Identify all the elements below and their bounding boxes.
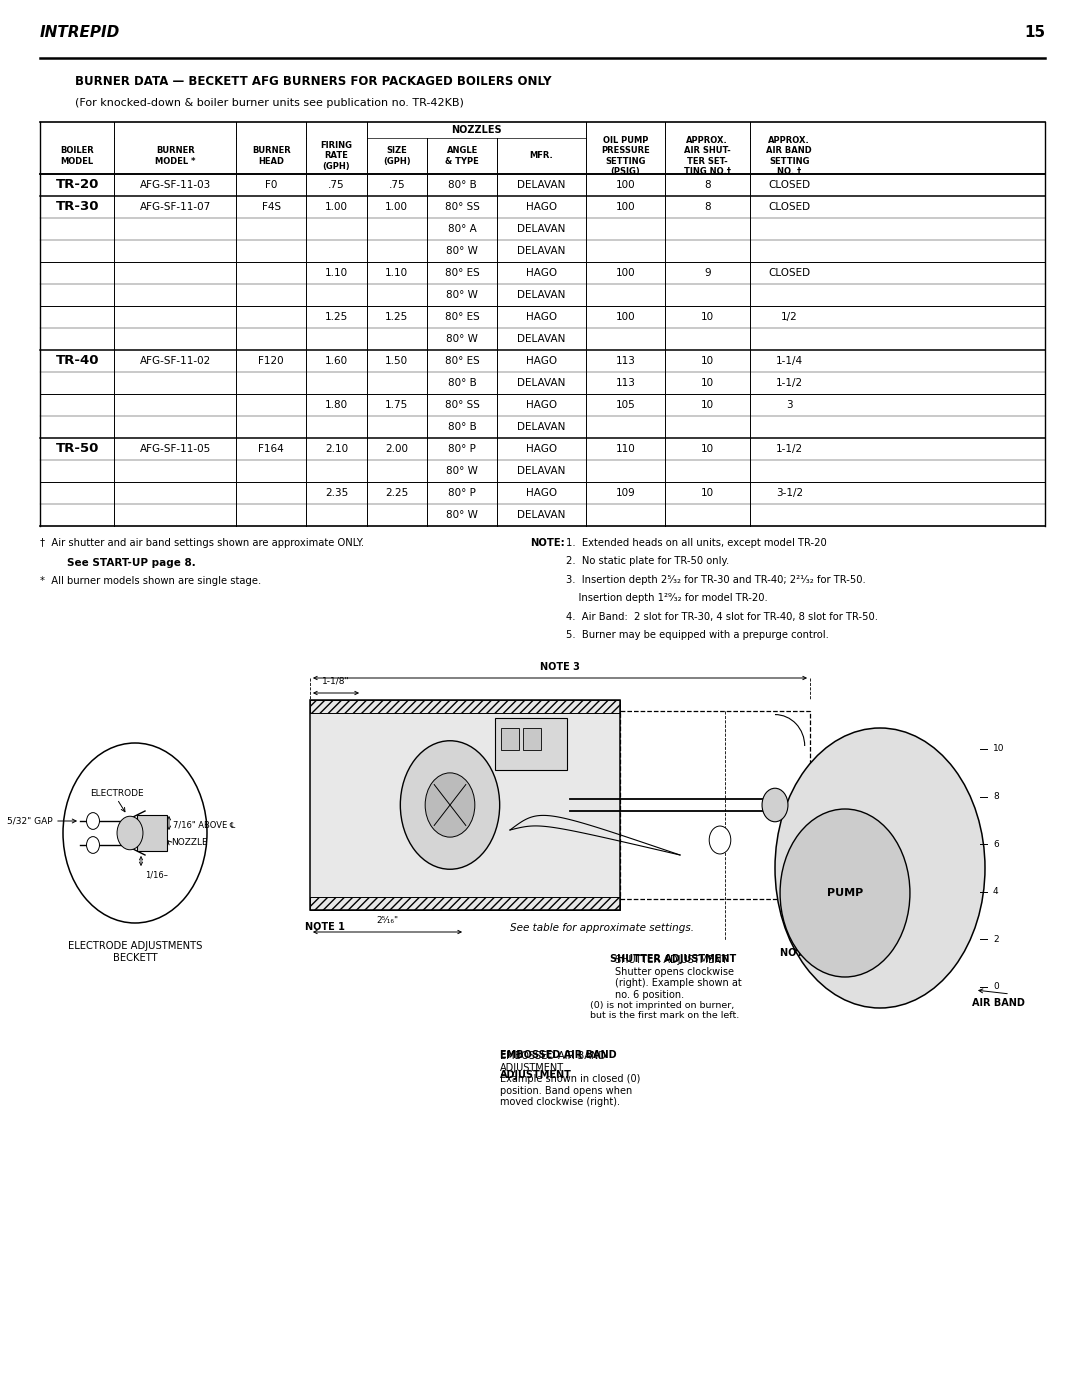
Text: 5.  Burner may be equipped with a prepurge control.: 5. Burner may be equipped with a prepurg…: [566, 630, 828, 640]
Text: TR-40: TR-40: [55, 355, 99, 367]
Text: 1.00: 1.00: [325, 203, 348, 212]
Text: 1-1/4: 1-1/4: [775, 356, 802, 366]
Text: 80° SS: 80° SS: [445, 203, 480, 212]
Text: †  Air shutter and air band settings shown are approximate ONLY.: † Air shutter and air band settings show…: [40, 538, 364, 548]
Bar: [137, 814, 167, 851]
Text: TR-20: TR-20: [55, 179, 99, 191]
Text: 80° A: 80° A: [448, 224, 476, 235]
Text: 2⁵⁄₁₆": 2⁵⁄₁₆": [377, 916, 399, 925]
Text: NOTE 1: NOTE 1: [305, 922, 345, 932]
Text: HAGO: HAGO: [526, 203, 557, 212]
Text: 80° W: 80° W: [446, 467, 478, 476]
Text: 80° B: 80° B: [448, 180, 476, 190]
Text: SHUTTER ADJUSTMENT: SHUTTER ADJUSTMENT: [610, 954, 737, 964]
Text: BURNER DATA — BECKETT AFG BURNERS FOR PACKAGED BOILERS ONLY: BURNER DATA — BECKETT AFG BURNERS FOR PA…: [75, 75, 552, 88]
Text: 80° W: 80° W: [446, 510, 478, 520]
Text: 80° W: 80° W: [446, 291, 478, 300]
Text: 8: 8: [993, 792, 999, 800]
Text: 2: 2: [993, 935, 999, 944]
Text: CLOSED: CLOSED: [768, 180, 810, 190]
Bar: [620, 711, 810, 900]
Text: See table for approximate settings.: See table for approximate settings.: [510, 923, 694, 933]
Text: 80° P: 80° P: [448, 488, 476, 497]
Text: NOZZLE: NOZZLE: [171, 838, 207, 848]
Text: 80° B: 80° B: [448, 422, 476, 432]
Text: 1.25: 1.25: [386, 312, 408, 321]
Text: 80° B: 80° B: [448, 379, 476, 388]
Text: 6: 6: [993, 840, 999, 849]
Text: 2.  No static plate for TR-50 only.: 2. No static plate for TR-50 only.: [566, 556, 729, 567]
Text: SHUTTER ADJUSTMENT
Shutter opens clockwise
(right). Example shown at
no. 6 posit: SHUTTER ADJUSTMENT Shutter opens clockwi…: [615, 956, 742, 1000]
Text: 4.  Air Band:  2 slot for TR-30, 4 slot for TR-40, 8 slot for TR-50.: 4. Air Band: 2 slot for TR-30, 4 slot fo…: [566, 612, 878, 622]
Circle shape: [780, 809, 910, 977]
Text: DELAVAN: DELAVAN: [517, 510, 566, 520]
Text: 2.00: 2.00: [386, 444, 408, 454]
Text: 2.25: 2.25: [386, 488, 408, 497]
Text: 5/32" GAP: 5/32" GAP: [8, 816, 53, 826]
Text: 10: 10: [701, 444, 714, 454]
Text: APPROX.
AIR SHUT-
TER SET-
TING NO.†: APPROX. AIR SHUT- TER SET- TING NO.†: [684, 136, 731, 176]
Text: 4: 4: [993, 887, 999, 897]
Text: 1/16–: 1/16–: [145, 870, 168, 880]
Circle shape: [117, 816, 143, 849]
Bar: [523, 728, 541, 750]
Text: 10: 10: [993, 745, 1004, 753]
Text: MFR.: MFR.: [529, 151, 553, 161]
Text: BURNER
HEAD: BURNER HEAD: [252, 147, 291, 166]
Text: INTREPID: INTREPID: [40, 25, 120, 41]
Text: 10: 10: [701, 356, 714, 366]
Text: AFG-SF-11-02: AFG-SF-11-02: [139, 356, 211, 366]
Text: HAGO: HAGO: [526, 312, 557, 321]
Text: HAGO: HAGO: [526, 444, 557, 454]
Text: DELAVAN: DELAVAN: [517, 467, 566, 476]
Ellipse shape: [63, 743, 207, 923]
Text: 1.75: 1.75: [386, 400, 408, 409]
Text: AFG-SF-11-05: AFG-SF-11-05: [139, 444, 211, 454]
Bar: [310, 700, 620, 909]
Text: 105: 105: [616, 400, 635, 409]
Text: .75: .75: [389, 180, 405, 190]
Text: NOTE:: NOTE:: [530, 538, 565, 548]
Text: PUMP: PUMP: [827, 888, 863, 898]
Bar: [495, 718, 567, 770]
Text: 7/16" ABOVE ℄: 7/16" ABOVE ℄: [173, 820, 235, 830]
Text: ELECTRODE ADJUSTMENTS
BECKETT: ELECTRODE ADJUSTMENTS BECKETT: [68, 942, 202, 963]
Text: CLOSED: CLOSED: [768, 268, 810, 278]
Text: 80° ES: 80° ES: [445, 356, 480, 366]
Text: (0) is not imprinted on burner,
but is the first mark on the left.: (0) is not imprinted on burner, but is t…: [590, 1002, 739, 1020]
Text: AFG-SF-11-03: AFG-SF-11-03: [139, 180, 211, 190]
Text: 1.  Extended heads on all units, except model TR-20: 1. Extended heads on all units, except m…: [566, 538, 827, 548]
Text: EMBOSSED AIR BAND
ADJUSTMENT
Example shown in closed (0)
position. Band opens wh: EMBOSSED AIR BAND ADJUSTMENT Example sho…: [500, 1051, 640, 1108]
Circle shape: [86, 837, 99, 854]
Text: ADJUSTMENT: ADJUSTMENT: [500, 1070, 572, 1080]
Text: DELAVAN: DELAVAN: [517, 334, 566, 344]
Circle shape: [401, 740, 500, 869]
Text: HAGO: HAGO: [526, 488, 557, 497]
Text: DELAVAN: DELAVAN: [517, 224, 566, 235]
Text: 80° W: 80° W: [446, 246, 478, 256]
Text: SIZE
(GPH): SIZE (GPH): [383, 147, 410, 166]
Text: TR-30: TR-30: [55, 201, 99, 214]
Text: 3-1/2: 3-1/2: [775, 488, 802, 497]
Text: See START-UP page 8.: See START-UP page 8.: [67, 557, 195, 569]
Text: 3.  Insertion depth 2⁵⁄₃₂ for TR-30 and TR-40; 2²¹⁄₃₂ for TR-50.: 3. Insertion depth 2⁵⁄₃₂ for TR-30 and T…: [566, 576, 866, 585]
Text: 1.00: 1.00: [386, 203, 408, 212]
Text: 1/2: 1/2: [781, 312, 798, 321]
Text: DELAVAN: DELAVAN: [517, 246, 566, 256]
Text: 1.50: 1.50: [386, 356, 408, 366]
Text: 1-1/2: 1-1/2: [775, 379, 802, 388]
Text: F164: F164: [258, 444, 284, 454]
Text: ELECTRODE: ELECTRODE: [91, 789, 144, 798]
Text: NOTE 2: NOTE 2: [780, 949, 820, 958]
Text: 3: 3: [786, 400, 793, 409]
Text: 113: 113: [616, 379, 635, 388]
Text: 80° P: 80° P: [448, 444, 476, 454]
Text: TR-50: TR-50: [55, 443, 99, 455]
Text: 2.35: 2.35: [325, 488, 348, 497]
Text: F120: F120: [258, 356, 284, 366]
Text: 113: 113: [616, 356, 635, 366]
Text: DELAVAN: DELAVAN: [517, 379, 566, 388]
Text: F0: F0: [265, 180, 278, 190]
Text: NOZZLES: NOZZLES: [450, 124, 501, 136]
Text: EMBOSSED AIR BAND: EMBOSSED AIR BAND: [500, 1051, 617, 1060]
